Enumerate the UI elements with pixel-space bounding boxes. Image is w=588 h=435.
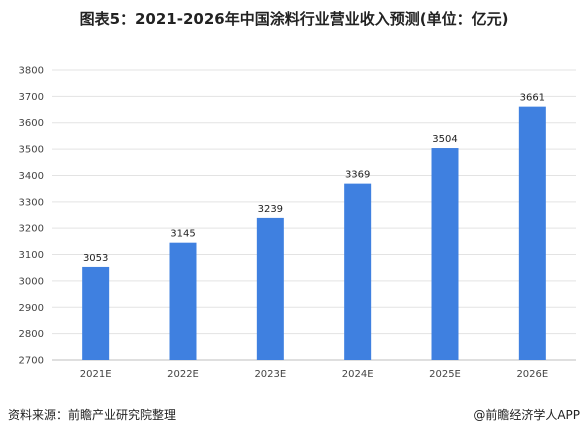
y-tick-label: 3100 <box>19 250 44 261</box>
y-tick-label: 3400 <box>19 171 44 182</box>
y-tick-label: 3000 <box>19 276 44 287</box>
data-label: 3145 <box>170 229 195 240</box>
data-label: 3239 <box>258 204 283 215</box>
bar <box>256 217 284 360</box>
credit-note: @前瞻经济学人APP <box>473 408 580 422</box>
bar <box>431 148 459 360</box>
bar <box>518 106 546 361</box>
bar <box>169 242 197 360</box>
x-tick-label: 2024E <box>342 369 374 380</box>
data-label: 3661 <box>520 93 545 104</box>
gridlines <box>52 69 576 361</box>
bars: 3053 3145 3239 3369 3504 3661 <box>82 93 546 361</box>
data-label: 3053 <box>83 253 108 264</box>
y-tick-label: 3500 <box>19 145 44 156</box>
y-tick-label: 3700 <box>19 92 44 103</box>
data-label: 3504 <box>432 134 457 145</box>
x-tick-label: 2026E <box>516 369 548 380</box>
x-tick-label: 2021E <box>80 369 112 380</box>
source-note: 资料来源：前瞻产业研究院整理 <box>8 408 177 422</box>
x-tick-label: 2025E <box>429 369 461 380</box>
y-tick-label: 3800 <box>19 66 44 77</box>
x-axis: 2021E 2022E 2023E 2024E 2025E 2026E <box>80 369 548 380</box>
x-tick-label: 2022E <box>167 369 199 380</box>
chart-title: 图表5：2021-2026年中国涂料行业营业收入预测(单位：亿元) <box>79 10 509 28</box>
y-tick-label: 3600 <box>19 118 44 129</box>
y-axis: 2700 2800 2900 3000 3100 3200 3300 3400 3500 3600… <box>19 66 44 367</box>
y-tick-label: 2700 <box>19 356 44 367</box>
y-tick-label: 3200 <box>19 224 44 235</box>
data-label: 3369 <box>345 170 370 181</box>
y-tick-label: 3300 <box>19 197 44 208</box>
bar <box>344 183 372 360</box>
y-tick-label: 2800 <box>19 329 44 340</box>
y-tick-label: 2900 <box>19 303 44 314</box>
bar-chart: 2700 2800 2900 3000 3100 3200 3300 3400 3500 3600… <box>19 66 576 380</box>
bar <box>82 266 110 360</box>
x-tick-label: 2023E <box>254 369 286 380</box>
